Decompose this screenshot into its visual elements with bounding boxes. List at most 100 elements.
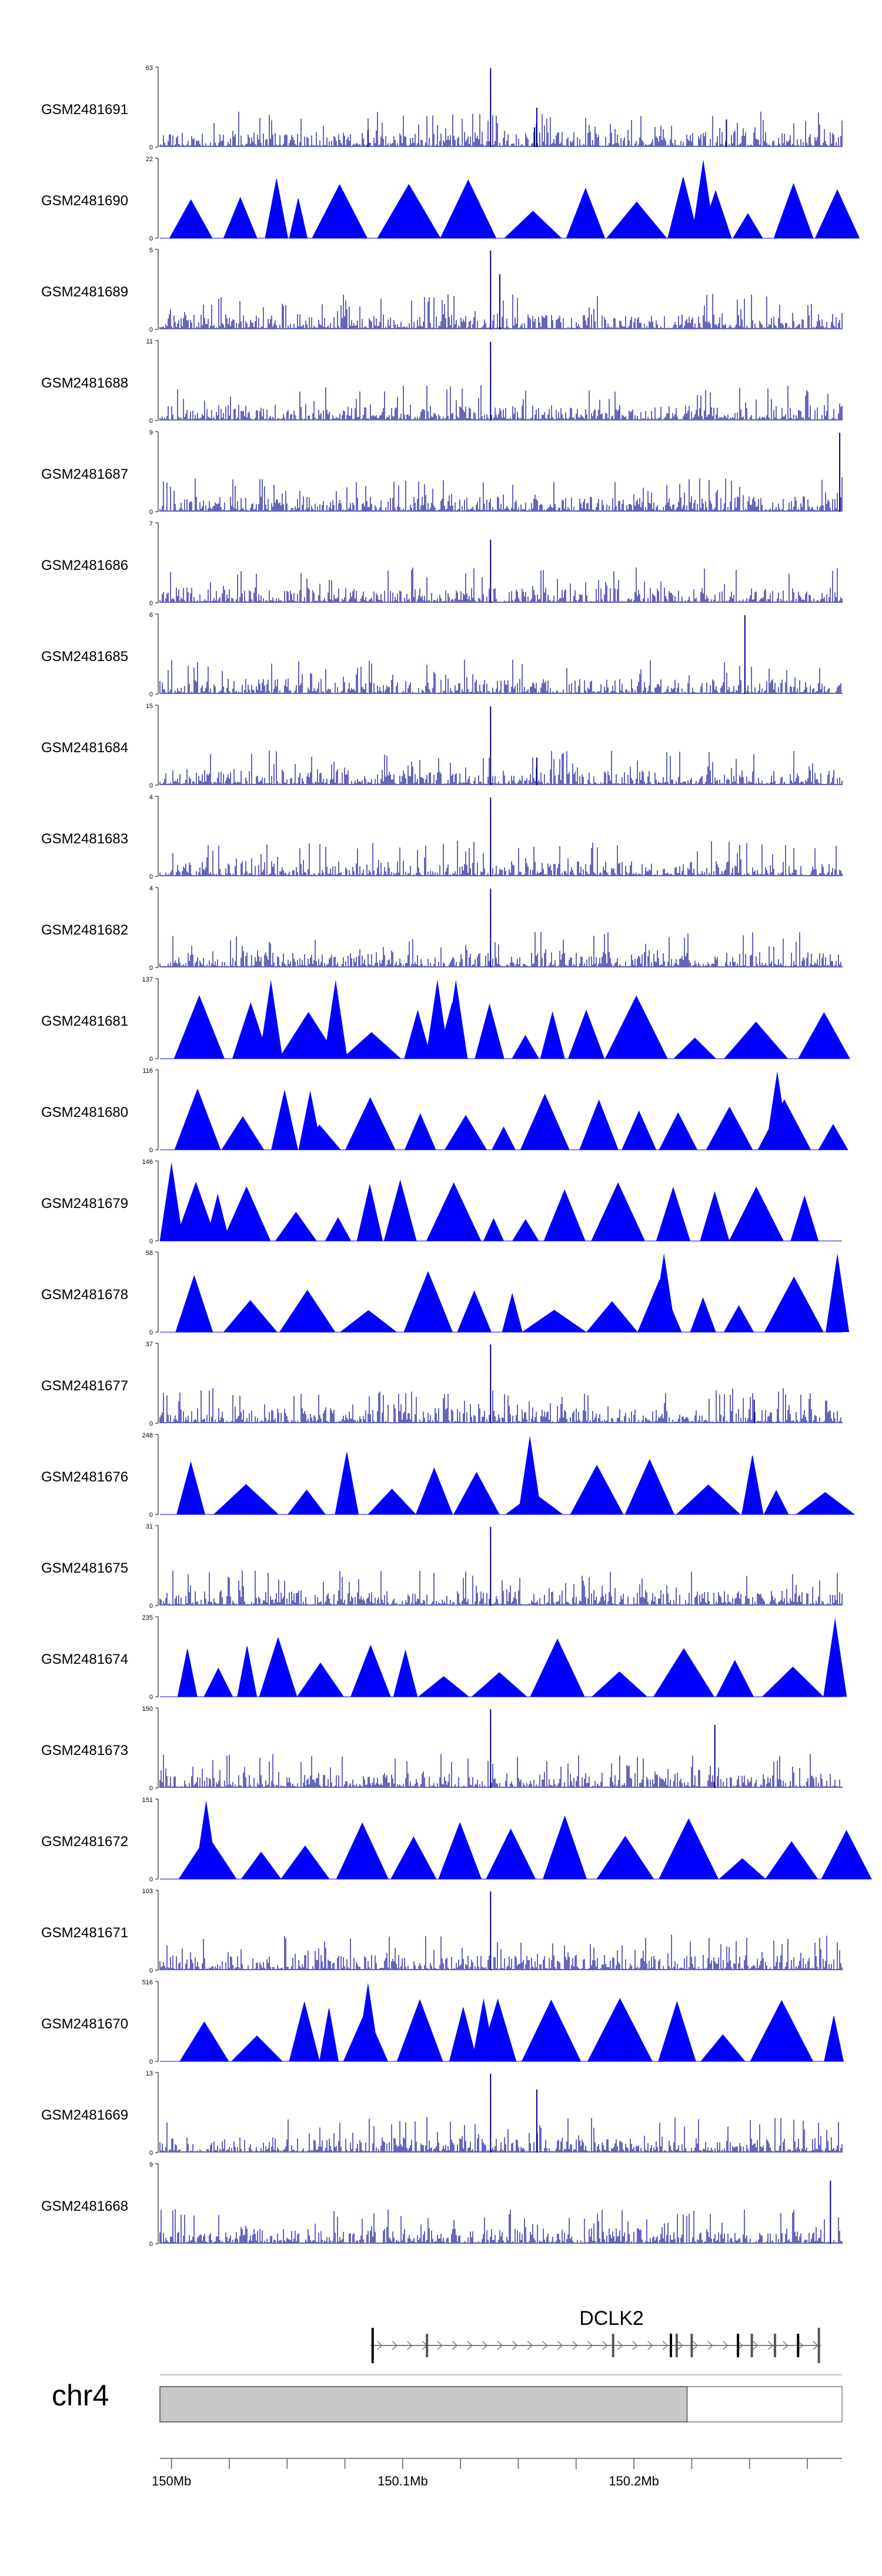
track-peak	[259, 980, 283, 1059]
track-peak	[691, 159, 716, 238]
gene-strand-arrow	[452, 2341, 458, 2350]
gene-strand-arrow	[407, 2341, 413, 2350]
track-GSM2481680: GSM2481680 116 0	[41, 1067, 848, 1154]
gene-exon	[690, 2334, 693, 2357]
gene-strand-arrow	[557, 2341, 563, 2350]
gene-strand-arrow	[783, 2341, 789, 2350]
track-GSM2481681: GSM2481681 137 0	[41, 976, 850, 1063]
track-yzero-label: 0	[149, 2241, 153, 2248]
gene-strand-arrow	[437, 2341, 443, 2350]
gene-strand-arrow	[467, 2341, 473, 2350]
gene-strand-arrow	[632, 2341, 639, 2350]
track-peak	[356, 1983, 380, 2061]
x-axis-tick-label: 150.1Mb	[377, 2474, 428, 2488]
track-label: GSM2481681	[41, 1013, 128, 1029]
genomic-axis: 150Mb 150.1Mb 150.2Mb	[152, 2458, 842, 2488]
track-ymax-label: 22	[146, 156, 153, 163]
track-ymax-label: 516	[142, 1979, 153, 1986]
coverage-tracks: GSM2481691630GSM2481690220GSM248168950GS…	[41, 65, 872, 2248]
gene-strand-arrow	[722, 2341, 729, 2350]
track-signal	[159, 293, 843, 329]
track-GSM2481686: GSM2481686 7 0	[41, 520, 843, 607]
track-yzero-label: 0	[149, 326, 153, 333]
track-GSM2481685: GSM2481685 6 0	[41, 612, 843, 698]
track-label: GSM2481677	[41, 1378, 128, 1394]
gene-strand-arrow	[767, 2341, 774, 2350]
track-label: GSM2481687	[41, 466, 128, 482]
track-label: GSM2481670	[41, 2016, 128, 2032]
track-GSM2481678: GSM2481678 58 0	[41, 1250, 850, 1336]
gene-exon	[670, 2334, 673, 2357]
track-signal	[159, 841, 843, 876]
track-label: GSM2481675	[41, 1560, 128, 1576]
gene-label: DCLK2	[579, 2307, 644, 2330]
gene-strand-arrow	[797, 2341, 804, 2350]
track-peak	[826, 1253, 850, 1332]
track-signal	[159, 385, 843, 421]
track-peak	[425, 980, 449, 1059]
gene-strand-arrow	[377, 2341, 383, 2350]
track-peak	[472, 1998, 496, 2061]
gene-strand-arrow	[662, 2341, 669, 2350]
track-yzero-label: 0	[149, 144, 153, 151]
track-signal	[159, 659, 843, 694]
track-yzero-label: 0	[149, 1420, 153, 1427]
track-GSM2481688: GSM2481688 11 0	[41, 338, 843, 425]
gene-strand-arrow	[512, 2341, 518, 2350]
track-label: GSM2481678	[41, 1287, 128, 1303]
track-GSM2481679: GSM2481679 146 0	[41, 1159, 842, 1245]
track-label: GSM2481673	[41, 1743, 128, 1759]
gene-strand-arrow	[707, 2341, 713, 2350]
track-signal	[159, 567, 843, 603]
gene-exon	[371, 2328, 374, 2363]
track-yzero-label: 0	[149, 1147, 153, 1154]
track-label: GSM2481691	[41, 102, 128, 118]
track-ymax-label: 9	[149, 2161, 153, 2168]
track-label: GSM2481674	[41, 1651, 128, 1667]
track-peak	[194, 1800, 218, 1879]
x-axis-tick-label: 150Mb	[152, 2474, 191, 2488]
gene-exon	[797, 2334, 800, 2357]
gene-strand-arrow	[527, 2341, 533, 2350]
track-peak	[652, 1253, 676, 1332]
track-GSM2481682: GSM2481682 4 0	[41, 885, 843, 972]
track-yzero-label: 0	[149, 873, 153, 880]
track-label: GSM2481683	[41, 831, 128, 847]
ideogram-highlight	[159, 2386, 688, 2422]
gene-strand-arrow	[587, 2341, 593, 2350]
gene-exon	[675, 2334, 678, 2357]
track-GSM2481669: GSM2481669 13 0	[41, 2070, 843, 2157]
track-GSM2481684: GSM2481684 15 0	[41, 703, 843, 789]
track-label: GSM2481685	[41, 649, 128, 665]
gene-exon	[612, 2334, 614, 2357]
track-GSM2481687: GSM2481687 9 0	[41, 429, 843, 516]
track-ymax-label: 63	[146, 65, 153, 72]
track-signal	[159, 932, 843, 967]
track-peak	[206, 1193, 230, 1241]
track-label: GSM2481671	[41, 1925, 128, 1941]
track-label: GSM2481669	[41, 2107, 128, 2123]
track-yzero-label: 0	[149, 1694, 153, 1701]
x-axis-tick-label: 150.2Mb	[609, 2474, 659, 2488]
track-signal	[160, 176, 860, 239]
track-peak	[298, 1090, 322, 1150]
track-ymax-label: 248	[142, 1432, 153, 1439]
track-ymax-label: 5	[149, 247, 153, 254]
track-yzero-label: 0	[149, 1876, 153, 1883]
track-signal	[160, 995, 850, 1059]
gene-strand-arrow	[497, 2341, 503, 2350]
track-signal	[160, 1179, 842, 1242]
track-ymax-label: 151	[142, 1797, 153, 1804]
track-label: GSM2481676	[41, 1469, 128, 1485]
track-yzero-label: 0	[149, 1056, 153, 1063]
track-GSM2481689: GSM2481689 5 0	[41, 247, 843, 333]
track-yzero-label: 0	[149, 1329, 153, 1336]
track-yzero-label: 0	[149, 1603, 153, 1610]
track-GSM2481673: GSM2481673 150 0	[41, 1706, 843, 1792]
track-label: GSM2481672	[41, 1834, 128, 1850]
track-label: GSM2481690	[41, 193, 128, 209]
track-signal	[160, 1998, 844, 2062]
gene-strand-arrow	[482, 2341, 488, 2350]
track-label: GSM2481684	[41, 740, 128, 756]
track-ymax-label: 58	[146, 1250, 153, 1257]
